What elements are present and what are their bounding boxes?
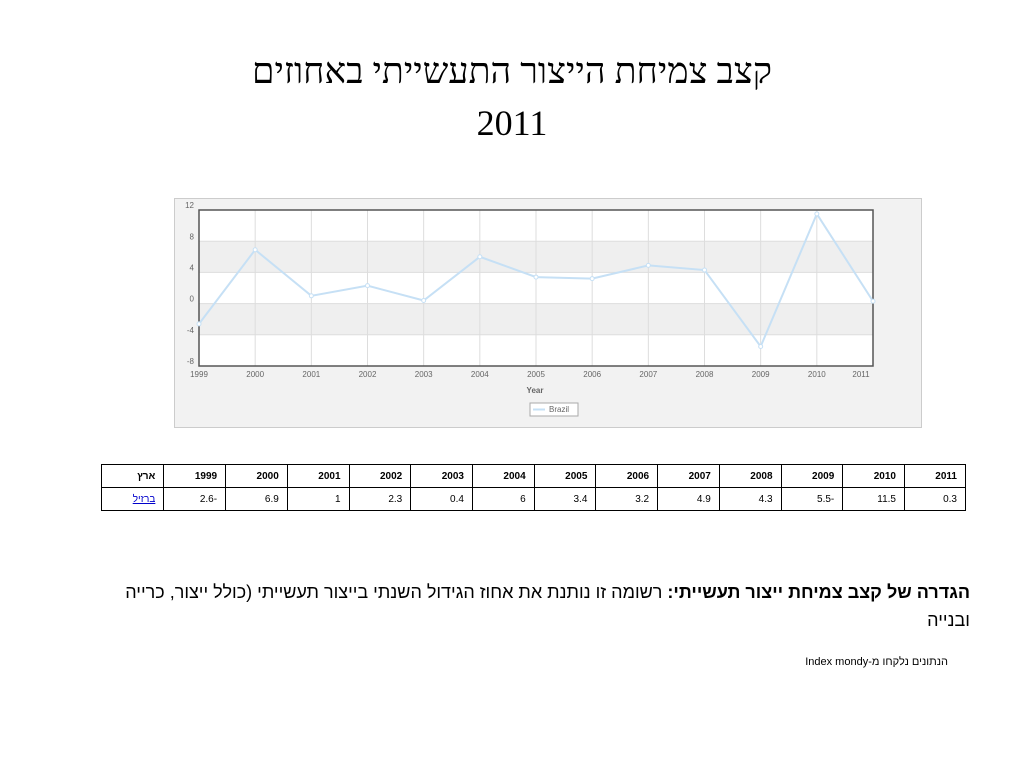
definition-label: הגדרה של קצב צמיחת ייצור תעשייתי:: [667, 582, 970, 602]
data-point: [870, 298, 876, 304]
table-value: 4.3: [718, 487, 782, 511]
data-point: [308, 293, 314, 299]
data-point: [814, 211, 820, 217]
table-year: 2002: [348, 464, 412, 488]
legend-label: Brazil: [549, 405, 569, 414]
x-tick-label: 2000: [246, 370, 264, 379]
data-point: [252, 247, 258, 253]
table-value: -2.6: [163, 487, 227, 511]
x-tick-label: 2003: [415, 370, 433, 379]
table-year: 1999: [163, 464, 227, 488]
table-value: 3.4: [533, 487, 597, 511]
table-year: 2005: [533, 464, 597, 488]
definition: הגדרה של קצב צמיחת ייצור תעשייתי: רשומה …: [90, 578, 970, 634]
data-point: [421, 297, 427, 303]
table-value: 0.3: [903, 487, 967, 511]
y-tick-label: 8: [190, 232, 195, 241]
table-year: 2008: [718, 464, 782, 488]
definition-text: רשומה זו נותנת את אחוז הגידול השנתי בייצ…: [125, 582, 970, 630]
x-tick-label: 2009: [752, 370, 770, 379]
data-point: [702, 267, 707, 273]
table-year: 2003: [410, 464, 473, 488]
data-point: [589, 276, 595, 282]
y-tick-label: -8: [187, 357, 195, 366]
table-year: 2001: [286, 464, 350, 488]
y-tick-label: 4: [190, 264, 195, 273]
y-tick-label: 0: [190, 295, 195, 304]
table-year: 2000: [225, 464, 288, 488]
x-tick-label: 2004: [471, 370, 489, 379]
y-tick-label: -4: [187, 326, 195, 335]
table-year: 2007: [657, 464, 720, 488]
plot-border: [198, 209, 874, 367]
table-year: 2004: [471, 464, 535, 488]
x-tick-label: 2010: [808, 370, 826, 379]
table-value: 0.4: [410, 487, 473, 511]
y-tick-label: 12: [185, 201, 194, 210]
slide-title: קצב צמיחת הייצור התעשייתי באחוזים: [252, 51, 772, 91]
data-point: [365, 283, 370, 289]
data-point: [477, 254, 483, 260]
table-value: 6: [471, 487, 535, 511]
x-tick-label: 2005: [527, 370, 545, 379]
table-value: 6.9: [225, 487, 288, 511]
legend-box: [529, 402, 579, 417]
x-tick-label: 2002: [359, 370, 377, 379]
data-point: [645, 262, 651, 268]
table-value: 2.3: [348, 487, 412, 511]
data-table: ארץ 1999 2000 2001 2002 2003 2004 2005 2006 2007 2…: [100, 464, 967, 511]
table-value: 11.5: [842, 487, 905, 511]
x-tick-label: 2001: [302, 370, 320, 379]
table-year: 2006: [595, 464, 659, 488]
source-note: הנתונים נלקחו מ-Index mondy: [805, 656, 948, 668]
slide-subtitle: 2011: [476, 103, 548, 143]
table-value: -5.5: [780, 487, 844, 511]
x-axis-title: Year: [527, 386, 544, 395]
table-value: 1: [286, 487, 350, 511]
table-value: 4.9: [657, 487, 720, 511]
table-header: ארץ: [100, 464, 165, 488]
data-point: [758, 344, 764, 349]
x-tick-label: 1999: [190, 370, 208, 379]
table-value: 3.2: [595, 487, 659, 511]
x-tick-label: 2011: [852, 370, 870, 379]
data-point: [196, 321, 202, 327]
table-year: 2011: [903, 464, 967, 488]
table-row-label[interactable]: ברזיל: [100, 487, 165, 511]
x-tick-label: 2007: [639, 370, 657, 379]
table-year: 2009: [780, 464, 844, 488]
x-tick-label: 2008: [696, 370, 714, 379]
table-year: 2010: [842, 464, 905, 488]
data-point: [533, 274, 539, 280]
country-link[interactable]: ברזיל: [132, 493, 156, 505]
x-tick-label: 2006: [583, 370, 601, 379]
chart: -8 -4 0 4 8 12 1999 2000 2001 2002 2003 2004 2005 200…: [174, 198, 922, 428]
